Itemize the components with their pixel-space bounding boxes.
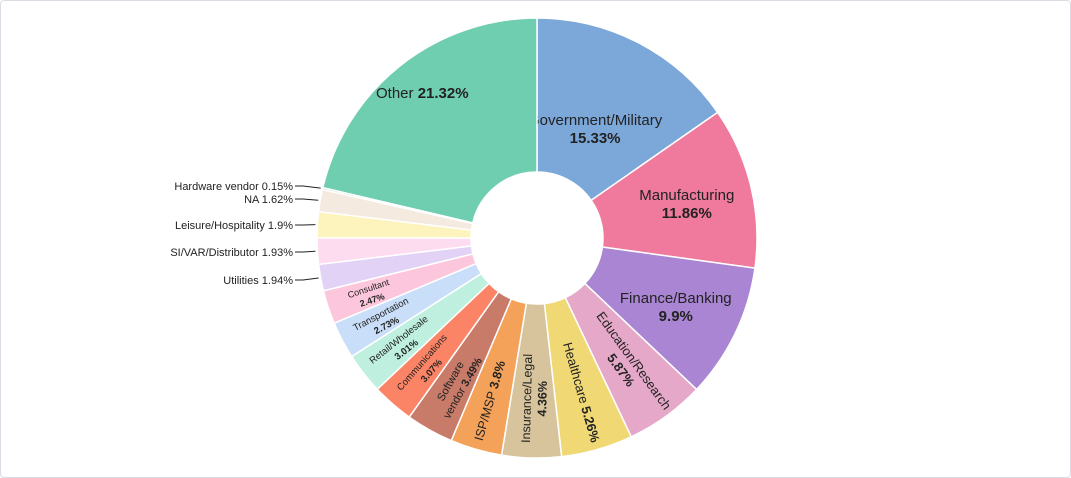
outside-label-leisure-hospitality: Leisure/Hospitality 1.9% — [175, 220, 293, 232]
leader-line-utilities — [295, 277, 319, 281]
slice-manufacturing[interactable] — [590, 111, 758, 269]
slice-other[interactable] — [321, 17, 538, 224]
slice-finance-banking[interactable] — [583, 246, 756, 391]
slice-government-military[interactable] — [536, 17, 719, 202]
outside-label-na: NA 1.62% — [244, 194, 293, 206]
slice-label-other: Other 21.32% — [376, 85, 469, 102]
label-manufacturing: Manufacturing — [639, 187, 734, 204]
value-finance-banking: 9.9% — [659, 308, 693, 325]
value-insurance-legal: 4.36% — [535, 381, 550, 417]
outside-label-si-var-distributor: SI/VAR/Distributor 1.93% — [170, 247, 293, 259]
value-manufacturing: 11.86% — [662, 205, 712, 222]
leader-line-si-var-distributor — [295, 250, 316, 253]
value-government-military: 15.33% — [570, 130, 621, 147]
label-insurance-legal: Insurance/Legal — [519, 354, 535, 443]
outside-label-hardware-vendor: Hardware vendor 0.15% — [174, 181, 293, 193]
label-other: Other 21.32% — [376, 85, 469, 102]
leader-line-hardware-vendor — [295, 185, 321, 189]
slice-label-insurance-legal: Insurance/Legal 4.36% — [519, 354, 550, 443]
outside-label-utilities: Utilities 1.94% — [223, 275, 293, 287]
value-other: 21.32% — [418, 85, 469, 102]
leader-line-na — [295, 198, 319, 201]
label-finance-banking: Finance/Banking — [620, 290, 732, 307]
label-government-military: Government/Military — [528, 112, 663, 129]
